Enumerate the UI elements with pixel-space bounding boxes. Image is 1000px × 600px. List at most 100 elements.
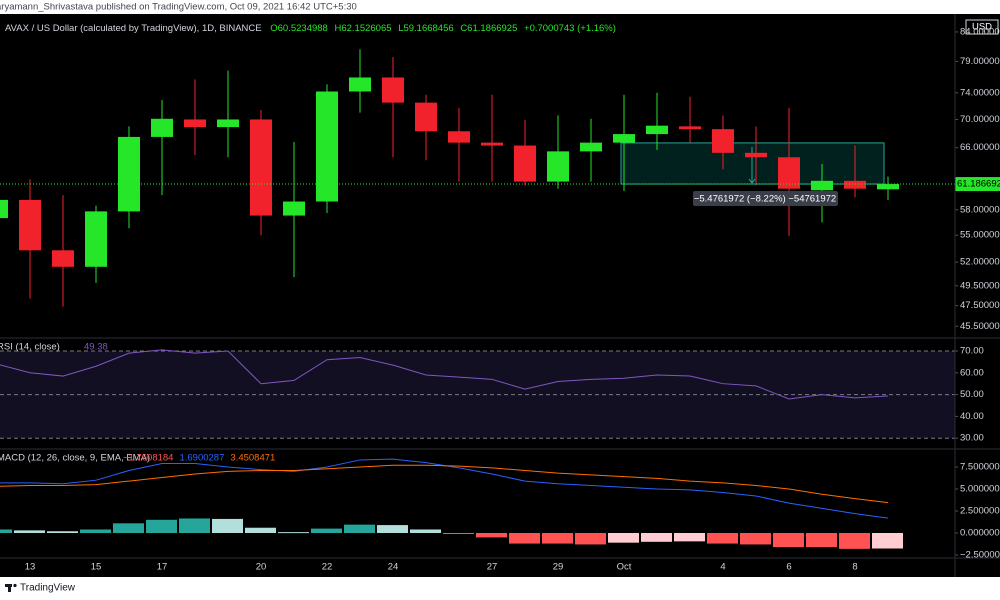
legend-value: 3.4508471	[230, 453, 275, 464]
top-bar	[0, 0, 1000, 14]
histogram-bar	[80, 529, 111, 534]
footer-brand: TradingView	[20, 583, 76, 594]
x-tick-label: 17	[157, 562, 168, 573]
histogram-bar	[47, 531, 78, 534]
histogram-bar	[377, 525, 408, 534]
candle-body	[283, 201, 305, 216]
y-tick-label: 40.00	[960, 411, 984, 422]
candle-body	[811, 180, 833, 191]
candle-body	[481, 142, 503, 146]
candle-body	[778, 157, 800, 189]
histogram-bar	[773, 533, 804, 548]
y-tick-label: 55.0000000	[960, 230, 1000, 241]
symbol-title: AVAX / US Dollar (calculated by TradingV…	[5, 23, 616, 34]
candle-body	[250, 119, 272, 216]
candle-body	[184, 119, 206, 128]
histogram-bar	[674, 533, 705, 542]
candle-body	[448, 131, 470, 143]
x-tick-label: 24	[388, 562, 399, 573]
candle-body	[316, 91, 338, 202]
histogram-bar	[14, 530, 45, 534]
open-value: O60.5234988	[270, 23, 328, 34]
candle-body	[745, 152, 767, 158]
measure-arrow-head	[748, 178, 756, 184]
x-tick-label: 6	[786, 562, 791, 573]
histogram-bar	[806, 533, 837, 548]
candle-body	[118, 136, 140, 212]
candle-body	[514, 145, 536, 182]
currency-box[interactable]	[965, 19, 999, 35]
candle-body	[679, 126, 701, 130]
y-tick-label: 70.00	[960, 346, 984, 357]
y-tick-label: 60.00	[960, 367, 984, 378]
histogram-bar	[839, 533, 870, 549]
histogram-bar	[113, 523, 144, 534]
last-price-tag	[955, 177, 1000, 192]
histogram-bar	[179, 518, 210, 534]
measure-label: −5.4761972 (−8.22%) −54761972	[694, 194, 836, 205]
y-tick-label: 5.0000000	[960, 484, 1000, 495]
y-tick-label: 84.0000000	[960, 26, 1000, 37]
y-tick-label: 30.00	[960, 433, 984, 444]
x-tick-label: 20	[256, 562, 267, 573]
candle-body	[382, 77, 404, 103]
histogram-bar	[872, 533, 903, 549]
y-tick-label: 66.0000000	[960, 142, 1000, 153]
candle-body	[217, 119, 239, 128]
x-tick-label: 4	[720, 562, 725, 573]
indicator-title: MACD (12, 26, close, 9, EMA, EMA)	[0, 453, 150, 464]
y-tick-label: 58.0000000	[960, 204, 1000, 215]
x-tick-label: 22	[322, 562, 333, 573]
symbol: AVAX / US Dollar (calculated by TradingV…	[5, 23, 262, 34]
histogram-bar	[542, 533, 573, 544]
close-value: C61.1866925	[460, 23, 517, 34]
y-tick-label: 79.0000000	[960, 56, 1000, 67]
histogram-bar	[245, 527, 276, 534]
legend-value: −1.7608184	[123, 453, 173, 464]
y-tick-label: 0.0000000	[960, 528, 1000, 539]
histogram-bar	[707, 533, 738, 544]
legend-value: 1.6900287	[179, 453, 224, 464]
indicator-value: 49.38	[84, 342, 108, 353]
footer-logo	[5, 583, 17, 592]
histogram-bar	[608, 533, 639, 543]
y-tick-label: 74.0000000	[960, 87, 1000, 98]
x-tick-label: 8	[852, 562, 857, 573]
histogram-bar	[443, 533, 474, 535]
low-value: L59.1668456	[398, 23, 453, 34]
candle-body	[85, 211, 107, 267]
x-tick-label: 27	[487, 562, 498, 573]
last-price-label: 61.1866925	[957, 179, 1000, 190]
published-note: aryamann_Shrivastava published on Tradin…	[0, 2, 357, 13]
histogram-bar	[344, 524, 375, 534]
measure-label-box	[693, 191, 838, 207]
histogram-bar	[212, 518, 243, 534]
candle-body	[844, 180, 866, 189]
x-tick-label: 15	[91, 562, 102, 573]
y-tick-label: 50.00	[960, 389, 984, 400]
currency[interactable]: USD	[972, 22, 992, 33]
candle-body	[151, 118, 173, 137]
candle-body	[415, 102, 437, 132]
candle-body	[646, 125, 668, 135]
macd-line	[0, 464, 889, 504]
candle-body	[580, 142, 602, 152]
y-tick-label: 52.0000000	[960, 257, 1000, 268]
histogram-bar	[278, 532, 309, 534]
histogram-bar	[509, 533, 540, 544]
candle-body	[877, 184, 899, 190]
candle-body	[547, 151, 569, 182]
indicator-title: RSI (14, close)	[0, 342, 60, 353]
x-tick-label: 13	[25, 562, 36, 573]
chart-background	[0, 14, 1000, 577]
histogram-bar	[311, 528, 342, 534]
footer	[0, 577, 1000, 600]
candle-body	[712, 129, 734, 153]
rsi-line	[0, 349, 889, 400]
histogram-bar	[476, 533, 507, 538]
